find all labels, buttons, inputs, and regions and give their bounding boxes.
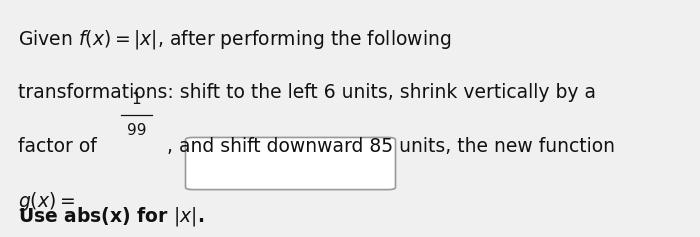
Text: Use abs(x) for $|x|$.: Use abs(x) for $|x|$. [18, 205, 204, 228]
Text: , and shift downward 85 units, the new function: , and shift downward 85 units, the new f… [167, 137, 615, 156]
FancyBboxPatch shape [186, 137, 395, 190]
Text: 99: 99 [127, 123, 146, 138]
Text: Given $f(x) = |x|$, after performing the following: Given $f(x) = |x|$, after performing the… [18, 28, 451, 51]
Text: transformations: shift to the left 6 units, shrink vertically by a: transformations: shift to the left 6 uni… [18, 83, 596, 102]
Text: $g(x) =$: $g(x) =$ [18, 190, 74, 213]
Text: factor of: factor of [18, 137, 97, 156]
Text: 1: 1 [132, 92, 141, 107]
